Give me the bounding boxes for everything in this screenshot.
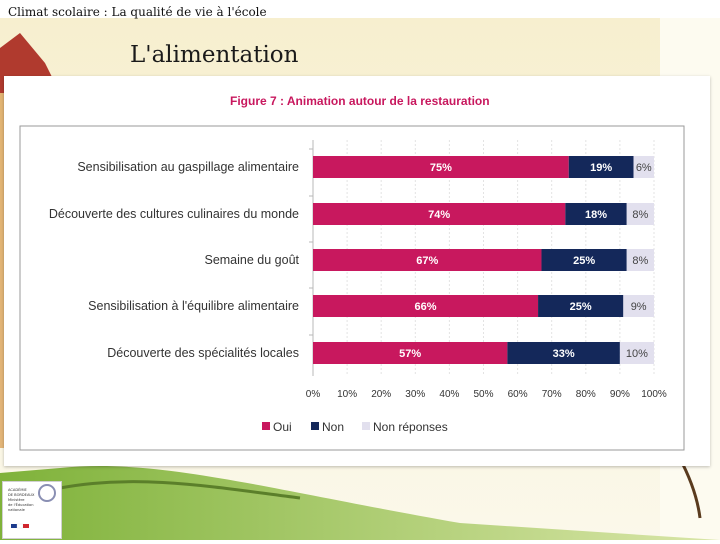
bar-segment-non — [541, 249, 627, 271]
x-tick-label: 50% — [473, 389, 493, 400]
logo-text-line: de l'Éducation — [8, 503, 34, 507]
data-label: 8% — [632, 209, 648, 221]
legend-swatch — [262, 422, 270, 430]
data-label: 19% — [590, 162, 612, 174]
logo-text-line: Ministère — [8, 498, 25, 502]
data-label: 66% — [415, 301, 437, 313]
x-tick-label: 100% — [641, 389, 667, 400]
legend-label: Oui — [273, 420, 292, 434]
presentation-title: Climat scolaire : La qualité de vie à l'… — [8, 5, 267, 19]
category-label: Découverte des spécialités locales — [107, 346, 299, 360]
legend-label: Non réponses — [373, 420, 448, 434]
bar-segment-non-réponses — [623, 295, 654, 317]
x-tick-label: 40% — [439, 389, 459, 400]
logo-text-line: nationale — [8, 508, 25, 512]
data-label: 74% — [428, 209, 450, 221]
bar-segment-non-réponses — [619, 342, 654, 364]
category-label: Découverte des cultures culinaires du mo… — [49, 207, 299, 221]
bar-segment-non — [565, 203, 627, 225]
x-tick-label: 80% — [576, 389, 596, 400]
bar-segment-oui — [313, 342, 508, 364]
x-tick-label: 60% — [508, 389, 528, 400]
logo-text-line: ACADÉMIE — [8, 488, 27, 492]
data-label: 57% — [399, 348, 421, 360]
chart-title: Figure 7 : Animation autour de la restau… — [230, 94, 490, 108]
x-tick-label: 10% — [337, 389, 357, 400]
bar-segment-non-réponses — [626, 249, 654, 271]
logo-text-line: DE BORDEAUX — [8, 493, 35, 497]
chart: Figure 7 : Animation autour de la restau… — [19, 94, 685, 451]
data-label: 67% — [416, 255, 438, 267]
bar-segment-non-réponses — [633, 156, 654, 178]
legend-label: Non — [322, 420, 344, 434]
bar-segment-oui — [313, 156, 569, 178]
x-tick-label: 70% — [542, 389, 562, 400]
bar-segment-oui — [313, 203, 566, 225]
data-label: 8% — [632, 255, 648, 267]
academy-logo: ACADÉMIE DE BORDEAUX Ministère de l'Éducati… — [2, 481, 62, 539]
bar-segment-non-réponses — [626, 203, 654, 225]
data-label: 10% — [626, 348, 648, 360]
category-label: Sensibilisation au gaspillage alimentair… — [77, 160, 299, 174]
legend-swatch — [362, 422, 370, 430]
data-label: 9% — [631, 301, 647, 313]
category-label: Semaine du goût — [204, 253, 299, 267]
data-label: 25% — [570, 301, 592, 313]
bar-segment-oui — [313, 295, 539, 317]
legend-swatch — [311, 422, 319, 430]
x-tick-label: 20% — [371, 389, 391, 400]
data-label: 6% — [636, 162, 652, 174]
x-tick-label: 90% — [610, 389, 630, 400]
x-tick-label: 0% — [306, 389, 321, 400]
x-tick-label: 30% — [405, 389, 425, 400]
chart-frame — [19, 125, 685, 451]
data-label: 75% — [430, 162, 452, 174]
category-label: Sensibilisation à l'équilibre alimentair… — [88, 299, 299, 313]
bar-segment-oui — [313, 249, 542, 271]
bar-segment-non — [507, 342, 620, 364]
section-title: L'alimentation — [130, 42, 299, 68]
bar-segment-non — [568, 156, 634, 178]
chart-card: Figure 7 : Animation autour de la restau… — [4, 76, 710, 466]
data-label: 33% — [553, 348, 575, 360]
data-label: 18% — [585, 209, 607, 221]
data-label: 25% — [573, 255, 595, 267]
bar-segment-non — [538, 295, 624, 317]
